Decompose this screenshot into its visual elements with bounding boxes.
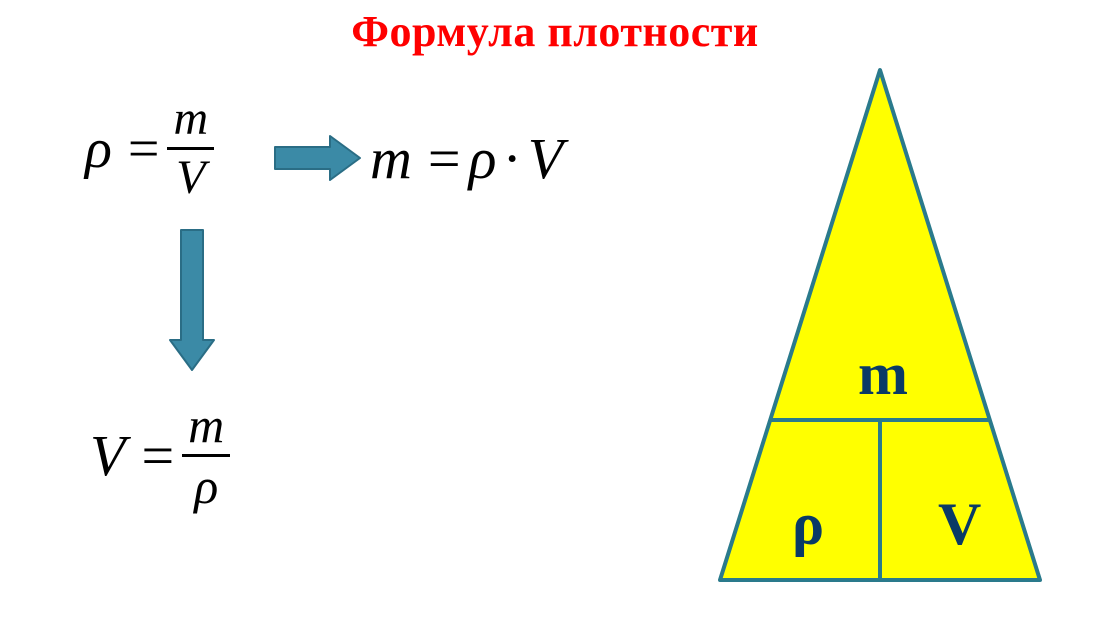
page-title: Формула плотности: [0, 6, 1110, 57]
rho-symbol: ρ: [85, 117, 112, 181]
triangle-label-m: m: [858, 340, 908, 409]
fraction-m-over-v: m V: [167, 95, 214, 202]
formula-mass: m = ρ · V: [370, 125, 563, 192]
fraction-m-over-rho: m ρ: [182, 400, 230, 511]
triangle-label-v: V: [938, 490, 981, 559]
v-symbol: V: [90, 422, 125, 489]
equals-sign: =: [428, 125, 461, 192]
multiply-dot: ·: [502, 125, 521, 192]
fraction-bar: [182, 454, 230, 457]
formula-density: ρ = m V: [85, 95, 214, 202]
denominator-v: V: [170, 154, 211, 202]
arrow-right-icon: [275, 136, 360, 180]
fraction-bar: [167, 147, 214, 150]
formula-volume: V = m ρ: [90, 400, 230, 511]
m-symbol: m: [370, 125, 412, 192]
numerator-m: m: [167, 95, 214, 143]
equals-sign: =: [128, 117, 160, 181]
equals-sign: =: [141, 422, 174, 489]
v-symbol: V: [528, 125, 563, 192]
triangle-label-rho: ρ: [792, 490, 824, 559]
formula-triangle: [720, 70, 1040, 580]
denominator-rho: ρ: [188, 461, 224, 511]
numerator-m: m: [182, 400, 230, 450]
arrow-down-icon: [170, 230, 214, 370]
rho-symbol: ρ: [469, 125, 497, 192]
